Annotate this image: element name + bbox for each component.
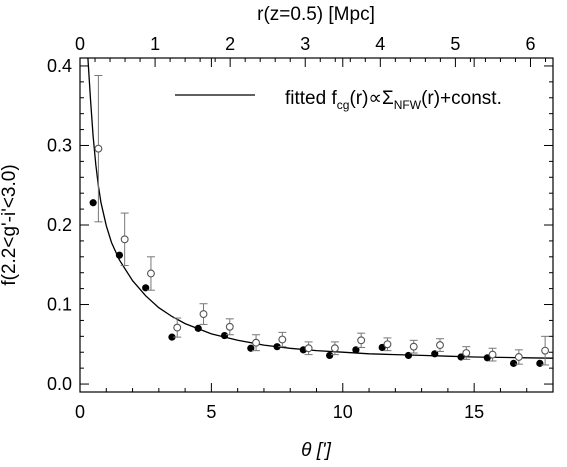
data-point-filled [89, 199, 97, 207]
data-point-filled [509, 359, 518, 367]
x2-tick-label: 3 [300, 34, 310, 54]
x-axis-title: θ ['] [301, 440, 331, 461]
data-point-open [120, 235, 129, 244]
data-point-open [462, 349, 471, 357]
y-tick-label: 0.4 [47, 56, 72, 76]
x-tick-label: 15 [464, 402, 484, 422]
data-point-open [252, 338, 261, 347]
data-point-open [278, 335, 287, 344]
data-point-open [225, 322, 234, 331]
data-point-open [383, 340, 392, 349]
data-point-open [357, 336, 366, 345]
legend-part-1: fitted f [285, 88, 337, 109]
data-point-filled [536, 359, 544, 367]
x2-tick-label: 5 [450, 34, 460, 54]
legend-sub-nfw: NFW [394, 98, 422, 112]
y-axis-title: f(2.2<g'-i'<3.0) [0, 164, 20, 285]
data-point-open [304, 344, 313, 353]
data-points-layer [89, 74, 550, 367]
data-point-open [514, 353, 523, 361]
data-point-filled [247, 344, 255, 352]
data-point-filled [194, 324, 202, 332]
x-tick-label: 10 [333, 402, 353, 422]
x-tick-label: 5 [206, 402, 216, 422]
x2-tick-label: 2 [225, 34, 235, 54]
legend-label: fitted fcg(r)∝ΣNFW(r)+const. [285, 88, 502, 112]
y-tick-label: 0.2 [47, 215, 72, 235]
top-axis-title: r(z=0.5) [Mpc] [257, 4, 375, 25]
data-point-filled [220, 331, 229, 340]
data-point-filled [273, 343, 281, 351]
y-tick-label: 0.3 [47, 135, 72, 155]
data-point-open [173, 323, 182, 332]
y-tick-label: 0.0 [47, 374, 72, 394]
data-point-filled [352, 346, 360, 354]
data-point-filled [168, 333, 176, 341]
y-tick-label: 0.1 [47, 295, 72, 315]
data-point-filled [115, 251, 124, 259]
x2-tick-label: 6 [525, 34, 535, 54]
x2-tick-label: 0 [75, 34, 85, 54]
axis-ticks: 0 5 10 15 0 1 2 3 4 5 6 0.0 0.1 0.2 0.3 0.4 [47, 34, 554, 422]
data-point-open [199, 310, 208, 319]
x-tick-label: 0 [75, 402, 85, 422]
data-point-filled [142, 284, 150, 292]
data-point-filled [457, 353, 465, 361]
data-point-open [436, 341, 444, 350]
legend-part-3: (r)+const. [421, 88, 502, 109]
x2-tick-label: 1 [150, 34, 160, 54]
data-point-open [541, 346, 550, 355]
x2-tick-label: 4 [375, 34, 385, 54]
data-point-open [94, 144, 103, 153]
legend-part-2: (r)∝Σ [349, 88, 393, 109]
data-point-filled [431, 350, 439, 358]
legend-sub-cg: cg [337, 98, 350, 112]
data-point-filled [404, 351, 413, 360]
data-point-open [409, 342, 418, 351]
data-point-open [488, 350, 497, 359]
data-point-filled [326, 351, 334, 360]
data-point-open [330, 344, 339, 353]
data-point-open [147, 269, 155, 278]
